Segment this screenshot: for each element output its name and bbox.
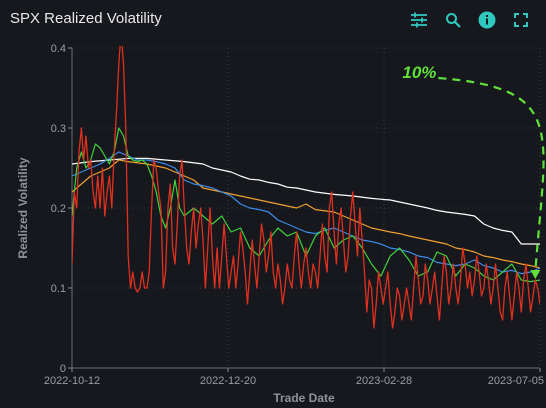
annotation-label: 10% <box>402 63 436 82</box>
info-button[interactable] <box>470 8 504 32</box>
x-tick-label: 2022-10-12 <box>44 375 100 387</box>
x-axis-title: Trade Date <box>273 391 335 405</box>
info-icon <box>478 11 496 29</box>
y-tick-label: 0.1 <box>51 283 66 295</box>
y-tick-label: 0.3 <box>51 123 66 135</box>
series-line-5 <box>72 46 540 329</box>
series-lines <box>72 46 540 329</box>
settings-button[interactable] <box>402 8 436 32</box>
sliders-icon <box>411 12 427 28</box>
y-tick-label: 0.2 <box>51 203 66 215</box>
series-line-4 <box>72 127 540 283</box>
grid <box>71 47 541 369</box>
annotation-arrow <box>438 76 545 273</box>
x-tick-label: 2023-02-28 <box>356 375 412 387</box>
chart-toolbar <box>402 8 538 32</box>
x-tick-label: 2023-07-05 <box>488 375 544 387</box>
series-line-1 <box>72 157 540 245</box>
y-tick-label: 0 <box>60 363 66 375</box>
chart-title: SPX Realized Volatility <box>10 10 162 27</box>
axes: 0 0.1 0.2 0.3 0.4 2022-10-12 2022-12-20 2023-02… <box>44 43 544 387</box>
fullscreen-icon <box>514 13 528 27</box>
annotation-arrowhead <box>530 270 541 279</box>
y-tick-label: 0.4 <box>51 43 66 55</box>
x-tick-label: 2022-12-20 <box>200 375 256 387</box>
search-icon <box>446 13 461 28</box>
search-button[interactable] <box>436 8 470 32</box>
y-axis-title: Realized Volatility <box>16 157 30 258</box>
annotation: 10% <box>402 63 545 279</box>
series-line-2 <box>72 159 540 269</box>
fullscreen-button[interactable] <box>504 8 538 32</box>
